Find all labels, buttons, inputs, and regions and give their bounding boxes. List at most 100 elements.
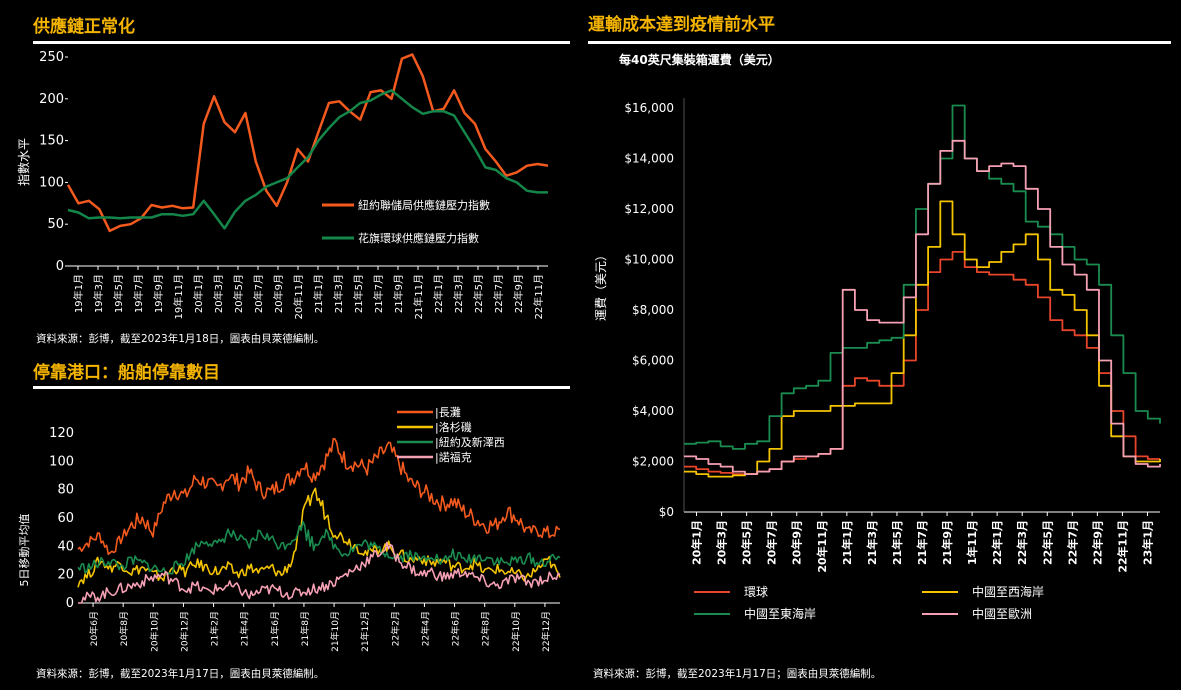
supply-x-tick-label: 19年1月 <box>72 274 85 313</box>
supply-y-tick-label: 250 <box>39 50 64 65</box>
supply-x-tick-label: 21年9月 <box>392 274 405 313</box>
port-x-tick-label: 22年2月 <box>389 611 401 646</box>
supply-x-tick-label: 22年9月 <box>512 274 525 313</box>
port-x-tick-label: 21年10月 <box>329 611 341 652</box>
supply-x-tick-label: 20年1月 <box>192 274 205 313</box>
port-title-rule <box>33 386 570 389</box>
port-x-tick-label: 21年2月 <box>209 611 221 646</box>
freight-y-tick-label: $0 <box>659 505 674 519</box>
freight-legend-label: 中國至東海岸 <box>744 606 816 621</box>
freight-series-line-1 <box>684 200 1161 478</box>
freight-y-tick-label: $8,000 <box>632 303 674 317</box>
port-x-tick-label: 21年4月 <box>239 611 251 646</box>
port-x-tick-label: 22年10月 <box>510 611 522 652</box>
supply-x-tick-label: 22年1月 <box>432 274 445 313</box>
port-series-line-2 <box>77 520 561 576</box>
freight-y-axis-label: 運費（美元） <box>593 249 608 321</box>
port-y-axis-label: 5日移動平均值 <box>17 514 31 587</box>
supply-x-tick-label: 22年5月 <box>472 274 485 313</box>
supply-x-tick-label: 21年3月 <box>332 274 345 313</box>
freight-x-tick-label: 23年1月 <box>1140 520 1154 565</box>
port-series-line-1 <box>77 487 561 588</box>
freight-x-tick-label: 20年11月 <box>815 520 829 573</box>
freight-x-tick-label: 22年7月 <box>1065 520 1079 565</box>
port-y-tick-label: 80 <box>57 483 74 498</box>
supply-y-tick-label: 0 <box>56 259 64 274</box>
supply-y-tick-label: 150 <box>39 134 64 149</box>
freight-x-tick-label: 20年1月 <box>690 520 704 565</box>
port-x-tick-label: 21年12月 <box>359 611 371 652</box>
freight-x-tick-label: 21年7月 <box>915 520 929 565</box>
freight-chart-title: 運輸成本達到疫情前水平 <box>588 15 775 35</box>
freight-y-tick-label: $4,000 <box>632 404 674 418</box>
freight-y-tick-label: $16,000 <box>624 101 674 115</box>
port-x-tick-label: 21年8月 <box>299 611 311 646</box>
supply-x-tick-label: 21年11月 <box>412 274 425 319</box>
supply-x-tick-label: 19年11月 <box>172 274 185 319</box>
supply-x-tick-label: 21年7月 <box>372 274 385 313</box>
freight-x-tick-label: 22年9月 <box>1090 520 1104 565</box>
port-series-line-3 <box>78 541 561 604</box>
supply-x-tick-label: 19年3月 <box>92 274 105 313</box>
supply-x-tick-label: 22年7月 <box>492 274 505 313</box>
port-series-line-0 <box>77 437 561 555</box>
port-y-tick-label: 40 <box>57 539 74 554</box>
freight-x-tick-label: 20年9月 <box>790 520 804 565</box>
port-x-tick-label: 22年8月 <box>480 611 492 646</box>
supply-y-tick-label: 100 <box>39 175 64 190</box>
supply-x-tick-label: 19年9月 <box>152 274 165 313</box>
freight-x-tick-label: 21年9月 <box>940 520 954 565</box>
freight-x-tick-label: 20年3月 <box>715 520 729 565</box>
supply-legend-label: 紐約聯儲局供應鏈壓力指數 <box>358 198 490 212</box>
supply-chart-title: 供應鏈正常化 <box>33 17 135 37</box>
port-chart-title: 停靠港口：船舶停靠數目 <box>33 363 220 383</box>
supply-source-note: 資料來源：彭博，截至2023年1月18日，圖表由貝萊德編制。 <box>36 333 325 345</box>
freight-subtitle: 每40英尺集裝箱運費（美元） <box>619 52 780 67</box>
freight-x-tick-label: 22年5月 <box>1040 520 1054 565</box>
port-legend-label: |長灘 <box>435 406 461 419</box>
port-x-tick-label: 20年8月 <box>118 611 130 646</box>
freight-title-rule <box>588 41 1171 44</box>
supply-x-tick-label: 19年5月 <box>112 274 125 313</box>
freight-legend-label: 中國至歐洲 <box>972 606 1032 621</box>
port-y-tick-label: 20 <box>57 568 74 583</box>
port-legend-label: |洛杉磯 <box>435 420 472 434</box>
port-y-tick-label: 60 <box>57 511 74 526</box>
supply-y-tick-label: 50 <box>47 217 64 232</box>
port-legend-label: |諾福克 <box>435 450 472 464</box>
port-x-tick-label: 22年6月 <box>450 611 462 646</box>
supply-x-tick-label: 20年7月 <box>252 274 265 313</box>
supply-x-tick-label: 22年3月 <box>452 274 465 313</box>
supply-series-line-0 <box>66 53 549 233</box>
supply-x-tick-label: 20年5月 <box>232 274 245 313</box>
supply-x-tick-label: 22年11月 <box>532 274 545 319</box>
freight-x-tick-label: 22年11月 <box>1115 520 1129 573</box>
supply-y-axis-label: 指數水平 <box>16 138 31 186</box>
freight-x-tick-label: 21年3月 <box>865 520 879 565</box>
port-x-tick-label: 20年12月 <box>178 611 190 652</box>
port-x-tick-label: 20年10月 <box>148 611 160 652</box>
supply-legend-label: 花旗環球供應鏈壓力指數 <box>358 231 479 245</box>
freight-y-tick-label: $14,000 <box>624 152 674 166</box>
supply-x-tick-label: 20年9月 <box>272 274 285 313</box>
supply-title-rule <box>33 41 570 44</box>
freight-x-tick-label: 22年3月 <box>1015 520 1029 565</box>
supply-x-tick-label: 21年5月 <box>352 274 365 313</box>
freight-source-note: 資料來源：彭博，截至2023年1月17日；圖表由貝萊德編制。 <box>593 668 882 680</box>
freight-y-tick-label: $12,000 <box>624 202 674 216</box>
supply-x-tick-label: 21年1月 <box>312 274 325 313</box>
port-y-tick-label: 120 <box>49 426 74 441</box>
port-source-note: 資料來源：彭博，截至2023年1月17日，圖表由貝萊德編制。 <box>36 668 325 680</box>
supply-y-tick-label: 200 <box>39 92 64 107</box>
freight-y-tick-label: $10,000 <box>624 253 674 267</box>
freight-series-line-2 <box>684 104 1161 450</box>
freight-x-tick-label: 22年1月 <box>990 520 1004 565</box>
port-y-tick-label: 0 <box>66 596 74 611</box>
port-x-tick-label: 22年12月 <box>540 611 552 652</box>
freight-legend-label: 中國至西海岸 <box>972 584 1044 599</box>
freight-x-tick-label: 1年11月 <box>965 520 979 565</box>
port-legend-label: |紐約及新澤西 <box>435 435 505 449</box>
freight-x-tick-label: 20年5月 <box>740 520 754 565</box>
freight-legend-label: 環球 <box>744 585 768 599</box>
